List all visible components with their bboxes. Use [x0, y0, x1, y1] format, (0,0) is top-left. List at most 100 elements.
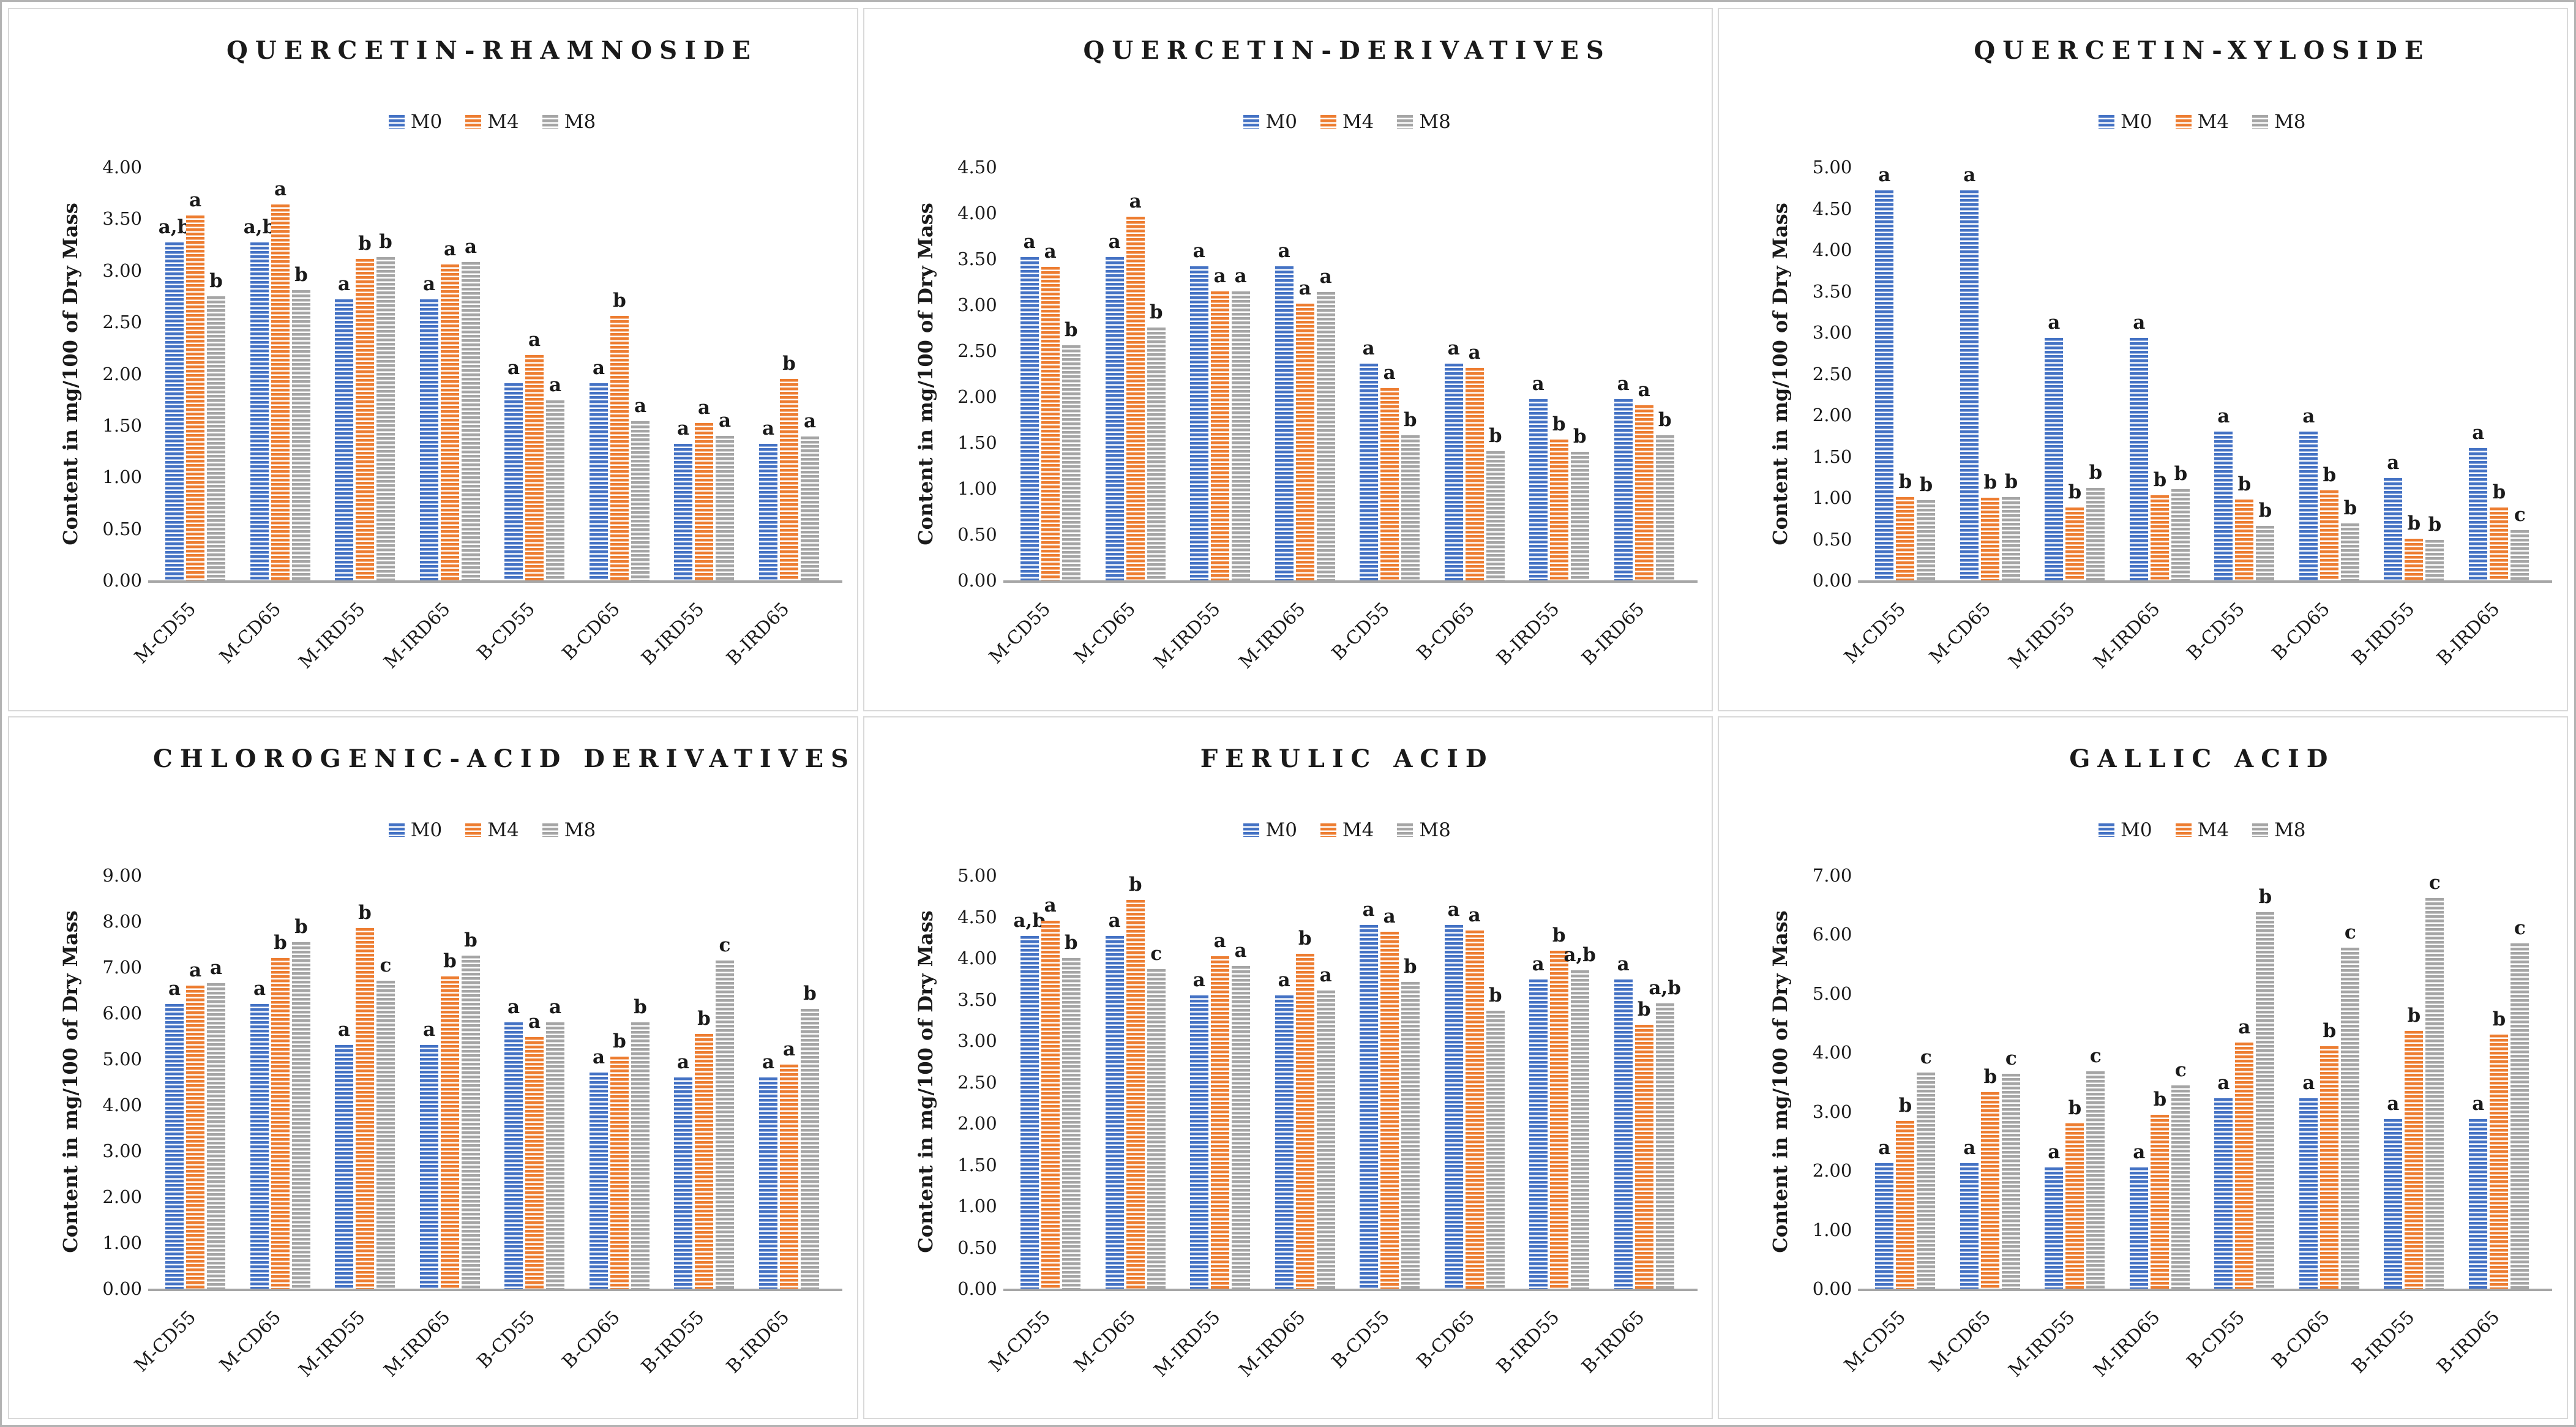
bar-M-IRD55-M4 — [2065, 508, 2084, 580]
bar-M-IRD65-M4 — [1295, 953, 1314, 1289]
significance-letter: c — [2344, 921, 2356, 943]
bar-B-CD55-M0 — [1359, 924, 1378, 1289]
bar-M-IRD55-M4 — [356, 927, 374, 1289]
x-category-label-M-IRD65: M-IRD65 — [380, 598, 455, 673]
bar-M-CD65-M8 — [1147, 968, 1166, 1289]
bar-M-IRD65-M0 — [1275, 266, 1294, 580]
x-axis-line — [1003, 580, 1698, 583]
significance-letter: a — [1362, 337, 1375, 359]
bar-M-IRD55-M0 — [335, 299, 353, 580]
legend-swatch-M4-icon — [1320, 115, 1336, 129]
y-tick-label: 0.00 — [1812, 1278, 1852, 1299]
bar-B-CD65-M4 — [610, 316, 629, 580]
legend-item-M4: M4 — [465, 819, 519, 841]
bar-B-IRD55-M0 — [1529, 979, 1548, 1289]
bar-M-CD55-M4 — [186, 215, 204, 580]
significance-letter: a — [782, 1038, 796, 1060]
significance-letter: b — [634, 995, 647, 1018]
bar-M-IRD65-M8 — [1316, 990, 1335, 1289]
bar-M-IRD55-M4 — [1210, 291, 1229, 580]
bar-M-IRD55-M4 — [2065, 1123, 2084, 1289]
y-tick-label: 7.00 — [102, 956, 142, 978]
x-category-label-B-IRD65: B-IRD65 — [722, 598, 794, 670]
bar-B-IRD65-M4 — [780, 1064, 798, 1289]
chart-title: CHLOROGENIC-ACID DERIVATIVES — [153, 744, 856, 773]
bar-B-CD55-M0 — [1359, 364, 1378, 580]
y-tick-label: 1.00 — [957, 1195, 997, 1216]
significance-letter: a — [1298, 277, 1311, 299]
significance-letter: a — [1213, 265, 1226, 287]
y-tick-label: 5.00 — [102, 1048, 142, 1069]
bar-B-IRD55-M8 — [1570, 970, 1589, 1289]
bar-M-IRD65-M8 — [1316, 292, 1335, 580]
significance-letter: c — [1150, 942, 1163, 965]
bar-M-IRD65-M0 — [2130, 1167, 2149, 1289]
bar-B-IRD55-M4 — [695, 1033, 713, 1289]
significance-letter: a — [1278, 968, 1290, 991]
bar-B-CD65-M8 — [1486, 451, 1505, 580]
legend-swatch-M0-icon — [388, 823, 405, 837]
x-category-label-B-CD65: B-CD65 — [558, 1306, 624, 1373]
legend: M0 M4 M8 — [153, 111, 831, 133]
y-tick-label: 1.00 — [957, 478, 997, 499]
x-category-label-B-IRD65: B-IRD65 — [722, 1306, 794, 1378]
bar-M-CD55-M4 — [1896, 1120, 1915, 1289]
significance-letter: b — [2407, 512, 2421, 534]
legend-swatch-M4-icon — [465, 115, 482, 129]
bar-M-CD65-M8 — [2002, 497, 2021, 580]
bar-B-CD65-M4 — [1465, 930, 1484, 1289]
significance-letter: b — [358, 233, 372, 255]
significance-letter: a — [1108, 231, 1121, 253]
y-tick-label: 2.00 — [102, 364, 142, 384]
legend-label-M4: M4 — [2197, 818, 2230, 841]
significance-letter: b — [1403, 955, 1417, 978]
significance-letter: b — [782, 353, 796, 375]
y-tick-label: 0.50 — [957, 524, 997, 545]
significance-letter: a — [2048, 312, 2061, 334]
x-category-label-B-CD65: B-CD65 — [558, 598, 624, 665]
bar-M-CD65-M8 — [292, 290, 310, 580]
significance-letter: c — [380, 954, 392, 976]
x-category-label-M-CD65: M-CD65 — [1925, 1306, 1996, 1376]
bar-M-CD65-M0 — [1105, 935, 1124, 1289]
y-tick-label: 0.50 — [102, 519, 142, 539]
y-tick-label: 0.00 — [102, 570, 142, 591]
y-tick-label: 2.00 — [1812, 405, 1852, 425]
significance-letter: b — [2258, 885, 2272, 908]
significance-letter: a — [549, 995, 562, 1018]
bar-M-IRD65-M8 — [2171, 1085, 2190, 1289]
legend-label-M8: M8 — [564, 111, 596, 133]
significance-letter: c — [2428, 871, 2441, 894]
bar-M-IRD65-M4 — [441, 976, 459, 1289]
legend-swatch-M8-icon — [1397, 823, 1413, 837]
y-tick-label: 1.00 — [102, 1232, 142, 1253]
significance-letter: b — [2323, 1019, 2337, 1042]
significance-letter: a — [1617, 373, 1630, 395]
bar-M-IRD55-M8 — [1231, 291, 1250, 580]
bar-B-CD65-M4 — [610, 1056, 629, 1289]
significance-letter: b — [2323, 464, 2337, 486]
y-tick-label: 2.50 — [102, 312, 142, 332]
x-category-label-B-IRD55: B-IRD55 — [637, 598, 709, 670]
significance-letter: b — [274, 931, 287, 954]
bar-B-CD65-M4 — [2320, 490, 2339, 580]
y-tick-label: 3.00 — [957, 1030, 997, 1051]
x-category-label-B-IRD55: B-IRD55 — [1492, 598, 1564, 670]
x-category-label-M-CD65: M-CD65 — [215, 1306, 285, 1376]
legend-item-M8: M8 — [542, 819, 596, 841]
significance-letter: a — [189, 959, 202, 981]
bar-M-CD55-M4 — [1041, 267, 1060, 580]
significance-letter: b — [1658, 409, 1672, 431]
bar-B-IRD55-M4 — [1549, 950, 1568, 1289]
y-tick-label: 4.00 — [1812, 1041, 1852, 1063]
bar-B-CD65-M0 — [2299, 432, 2318, 580]
significance-letter: c — [2174, 1058, 2187, 1081]
significance-letter: b — [2258, 500, 2272, 522]
legend-label-M0: M0 — [2121, 111, 2152, 133]
legend-label-M8: M8 — [1419, 818, 1451, 841]
legend-item-M0: M0 — [388, 819, 442, 841]
legend: M0 M4 M8 — [1008, 111, 1687, 133]
bar-B-IRD55-M8 — [716, 436, 734, 580]
bar-M-IRD65-M8 — [462, 262, 480, 580]
x-axis-line — [1858, 1288, 2553, 1291]
